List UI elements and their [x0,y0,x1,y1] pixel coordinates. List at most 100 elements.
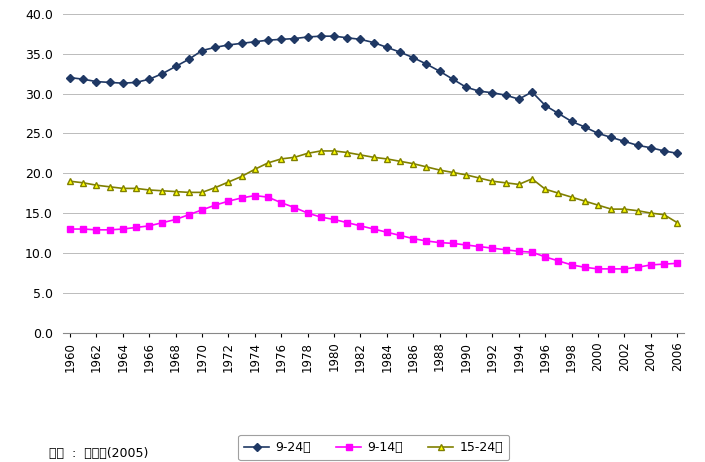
15-24세 [409,161,417,166]
9-24세 [501,92,510,98]
9-14세 [633,265,642,270]
9-14세 [171,217,180,222]
9-24세 [646,145,655,151]
9-14세 [185,212,193,218]
9-14세 [369,226,378,232]
9-24세 [448,76,457,82]
9-14세 [673,261,682,266]
9-14세 [422,238,431,244]
9-24세 [660,148,668,154]
15-24세 [132,186,140,191]
15-24세 [224,179,233,185]
15-24세 [475,175,484,181]
9-14세 [501,247,510,253]
9-14세 [515,249,523,254]
Line: 9-24세: 9-24세 [67,33,680,156]
9-24세 [211,44,219,50]
9-24세 [277,36,286,42]
9-14세 [660,261,668,267]
9-24세 [118,80,127,86]
9-24세 [290,36,299,41]
15-24세 [462,172,470,177]
15-24세 [264,160,272,166]
15-24세 [198,189,207,195]
15-24세 [356,152,364,158]
15-24세 [118,186,127,191]
9-24세 [356,36,364,42]
15-24세 [303,151,312,156]
15-24세 [673,220,682,225]
9-14세 [343,220,352,225]
15-24세 [448,170,457,175]
Line: 15-24세: 15-24세 [67,148,680,225]
9-14세 [290,205,299,210]
9-24세 [317,33,325,39]
9-14세 [646,262,655,267]
Text: 출잘  :  통계청(2005): 출잘 : 통계청(2005) [49,447,149,460]
15-24세 [211,185,219,190]
15-24세 [501,180,510,186]
9-24세 [343,35,352,41]
15-24세 [422,164,431,170]
9-14세 [106,227,114,232]
9-24세 [158,71,166,76]
9-14세 [250,193,259,198]
9-24세 [436,68,444,74]
9-14세 [277,200,286,206]
9-24세 [409,55,417,61]
15-24세 [369,154,378,160]
9-14세 [409,236,417,241]
9-14세 [620,266,629,272]
9-24세 [79,76,87,82]
9-14세 [475,244,484,249]
9-24세 [475,88,484,94]
9-24세 [330,33,338,39]
15-24세 [541,186,549,192]
15-24세 [330,148,338,154]
9-14세 [238,195,246,201]
15-24세 [277,156,286,162]
15-24세 [250,166,259,172]
15-24세 [158,188,166,194]
15-24세 [145,187,154,193]
15-24세 [581,198,589,204]
15-24세 [79,180,87,186]
9-14세 [158,220,166,225]
9-24세 [422,61,431,67]
9-24세 [92,79,101,85]
9-24세 [264,37,272,43]
9-24세 [594,131,602,136]
9-14세 [330,217,338,222]
15-24세 [106,184,114,189]
9-24세 [132,79,140,85]
9-24세 [383,44,391,50]
9-24세 [171,64,180,69]
15-24세 [633,208,642,213]
9-24세 [673,151,682,156]
15-24세 [554,190,563,196]
15-24세 [620,207,629,212]
9-24세 [633,143,642,148]
9-24세 [224,42,233,48]
9-24세 [554,111,563,116]
9-14세 [132,225,140,230]
9-24세 [568,119,576,124]
9-14세 [198,207,207,213]
9-14세 [383,230,391,235]
9-24세 [238,41,246,46]
9-24세 [462,85,470,90]
9-24세 [66,75,74,80]
15-24세 [92,182,101,188]
9-24세 [250,39,259,44]
9-24세 [185,56,193,62]
9-14세 [356,223,364,229]
15-24세 [290,154,299,160]
15-24세 [238,174,246,179]
9-24세 [620,139,629,144]
9-14세 [92,227,101,232]
9-14세 [264,195,272,200]
15-24세 [343,150,352,155]
9-14세 [462,242,470,248]
9-14세 [224,198,233,204]
9-24세 [489,90,497,96]
